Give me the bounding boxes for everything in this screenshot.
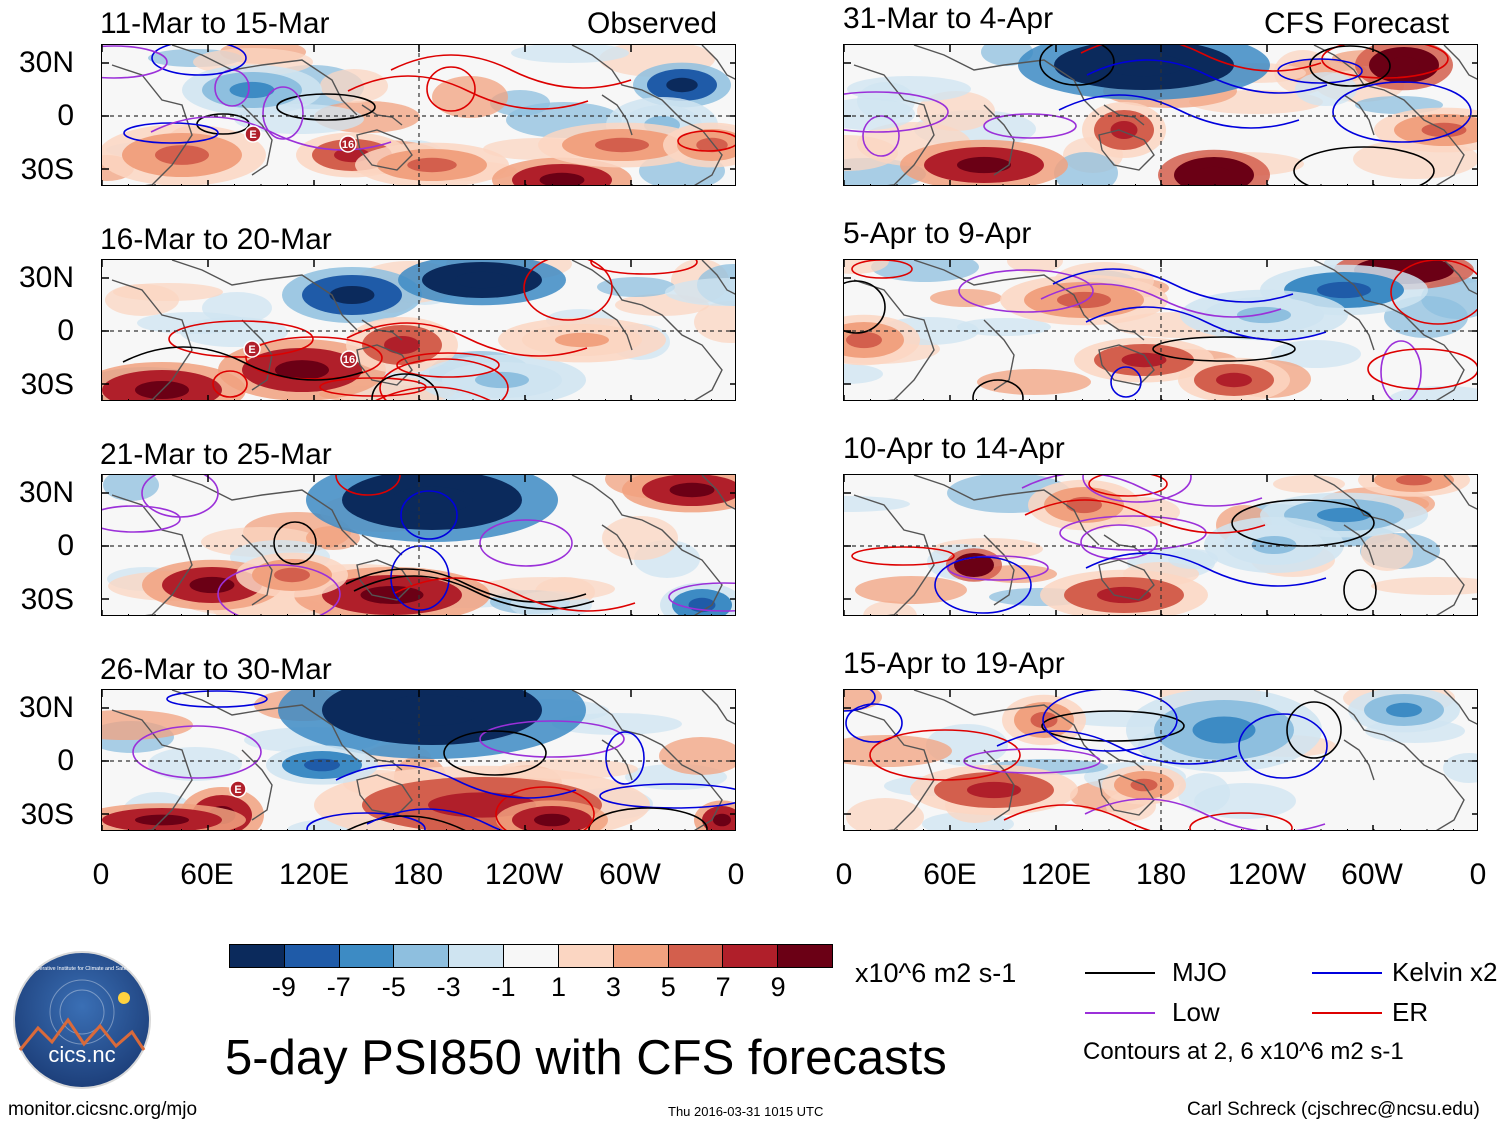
legend-label-low: Low (1172, 997, 1220, 1027)
map-panel-forecast-3 (843, 474, 1478, 616)
colorbar-swatch (394, 945, 450, 967)
footer-timestamp: Thu 2016-03-31 1015 UTC (668, 1104, 824, 1119)
y-tick-label: 30N (18, 261, 74, 294)
y-tick-label: 30S (20, 368, 74, 401)
storm-marker-icon (244, 125, 262, 143)
panel-title: 10-Apr to 14-Apr (843, 432, 1065, 465)
map-panel-forecast-4 (843, 689, 1478, 831)
cfs-forecast-label: CFS Forecast (1264, 7, 1450, 40)
colorbar-swatch (723, 945, 779, 967)
storm-label: 16 (342, 139, 354, 151)
footer-url[interactable]: monitor.cicsnc.org/mjo (8, 1099, 198, 1120)
x-tick-label: 120W (484, 858, 564, 891)
colorbar-swatch (339, 945, 395, 967)
colorbar (229, 944, 833, 968)
x-tick-label: 60E (923, 858, 977, 891)
legend-note: Contours at 2, 6 x10^6 m2 s-1 (1083, 1038, 1404, 1065)
y-tick-label: 0 (57, 99, 74, 132)
legend-line-er (1312, 1012, 1382, 1014)
colorbar-units: x10^6 m2 s-1 (855, 958, 1017, 988)
colorbar-label: 9 (770, 972, 786, 1002)
sun-icon (118, 992, 130, 1004)
colorbar-label: -9 (271, 972, 296, 1002)
y-tick-label: 0 (57, 529, 74, 562)
y-tick-label: 30N (18, 46, 74, 79)
colorbar-label: -7 (326, 972, 351, 1002)
x-tick-label: 0 (92, 858, 110, 891)
map-panel-observed-4 (101, 689, 736, 831)
colorbar-label: -5 (381, 972, 406, 1002)
x-tick-label: 0 (1469, 858, 1487, 891)
panel-title: 26-Mar to 30-Mar (100, 653, 332, 686)
x-tick-label: 180 (392, 858, 444, 891)
panel-title: 16-Mar to 20-Mar (100, 223, 332, 256)
map-panel-observed-2 (101, 259, 736, 401)
colorbar-swatch (449, 945, 505, 967)
colorbar-swatch (504, 945, 559, 967)
map-panel-forecast-1 (843, 44, 1478, 186)
x-tick-label: 120E (1020, 858, 1092, 891)
x-tick-label: 180 (1135, 858, 1187, 891)
y-tick-label: 30S (20, 583, 74, 616)
footer-author: Carl Schreck (cjschrec@ncsu.edu) (1187, 1099, 1480, 1120)
storm-label: E (248, 344, 255, 356)
x-tick-label: 0 (835, 858, 853, 891)
observed-label: Observed (587, 7, 718, 40)
colorbar-swatch (613, 945, 669, 967)
x-tick-label: 120E (278, 858, 350, 891)
colorbar-label: 7 (715, 972, 731, 1002)
y-tick-label: 0 (57, 314, 74, 347)
colorbar-label: -3 (436, 972, 461, 1002)
map-panel-observed-1 (101, 44, 736, 186)
legend-label-kelvin: Kelvin x2 (1392, 957, 1498, 987)
figure-title: 5-day PSI850 with CFS forecasts (225, 1031, 947, 1085)
legend-line-low (1085, 1012, 1155, 1014)
x-tick-label: 60W (1341, 858, 1403, 891)
colorbar-swatch (558, 945, 614, 967)
legend-line-kelvin (1312, 972, 1382, 974)
logo-text: cics.nc (48, 1042, 115, 1067)
panel-title: 5-Apr to 9-Apr (843, 217, 1032, 250)
panel-title: 11-Mar to 15-Mar (100, 7, 330, 40)
storm-markers: E 16 E 16 E (229, 125, 358, 798)
panel-title: 15-Apr to 19-Apr (843, 647, 1065, 680)
panel-title: 21-Mar to 25-Mar (100, 438, 332, 471)
legend-label-mjo: MJO (1172, 957, 1227, 987)
x-tick-label: 120W (1227, 858, 1307, 891)
x-tick-label: 60E (180, 858, 234, 891)
y-tick-label: 30N (18, 476, 74, 509)
storm-label: E (234, 784, 241, 796)
map-panel-forecast-2 (843, 259, 1478, 401)
x-tick-label: 0 (727, 858, 745, 891)
colorbar-swatch (284, 945, 340, 967)
storm-label: E (249, 129, 256, 141)
storm-marker-icon (339, 135, 357, 153)
colorbar-swatch (668, 945, 724, 967)
y-tick-label: 30S (20, 153, 74, 186)
map-panel-observed-3 (101, 474, 736, 616)
cics-logo: cics.nc Cooperative Institute for Climat… (13, 951, 151, 1089)
y-tick-label: 30N (18, 691, 74, 724)
y-tick-label: 0 (57, 744, 74, 777)
colorbar-label: -1 (491, 972, 516, 1002)
storm-marker-icon (229, 780, 247, 798)
colorbar-swatch (778, 945, 832, 967)
legend-label-er: ER (1392, 997, 1429, 1027)
storm-marker-icon (340, 350, 358, 368)
colorbar-label: 1 (550, 972, 566, 1002)
x-tick-label: 60W (599, 858, 661, 891)
panel-title: 31-Mar to 4-Apr (843, 2, 1054, 35)
colorbar-label: 5 (660, 972, 676, 1002)
y-tick-label: 30S (20, 798, 74, 831)
storm-label: 16 (343, 354, 355, 366)
logo-ring-text: Cooperative Institute for Climate and Sa… (27, 966, 138, 972)
colorbar-swatch (230, 945, 285, 967)
colorbar-label: 3 (605, 972, 621, 1002)
legend-line-mjo (1085, 972, 1155, 974)
storm-marker-icon (243, 340, 261, 358)
